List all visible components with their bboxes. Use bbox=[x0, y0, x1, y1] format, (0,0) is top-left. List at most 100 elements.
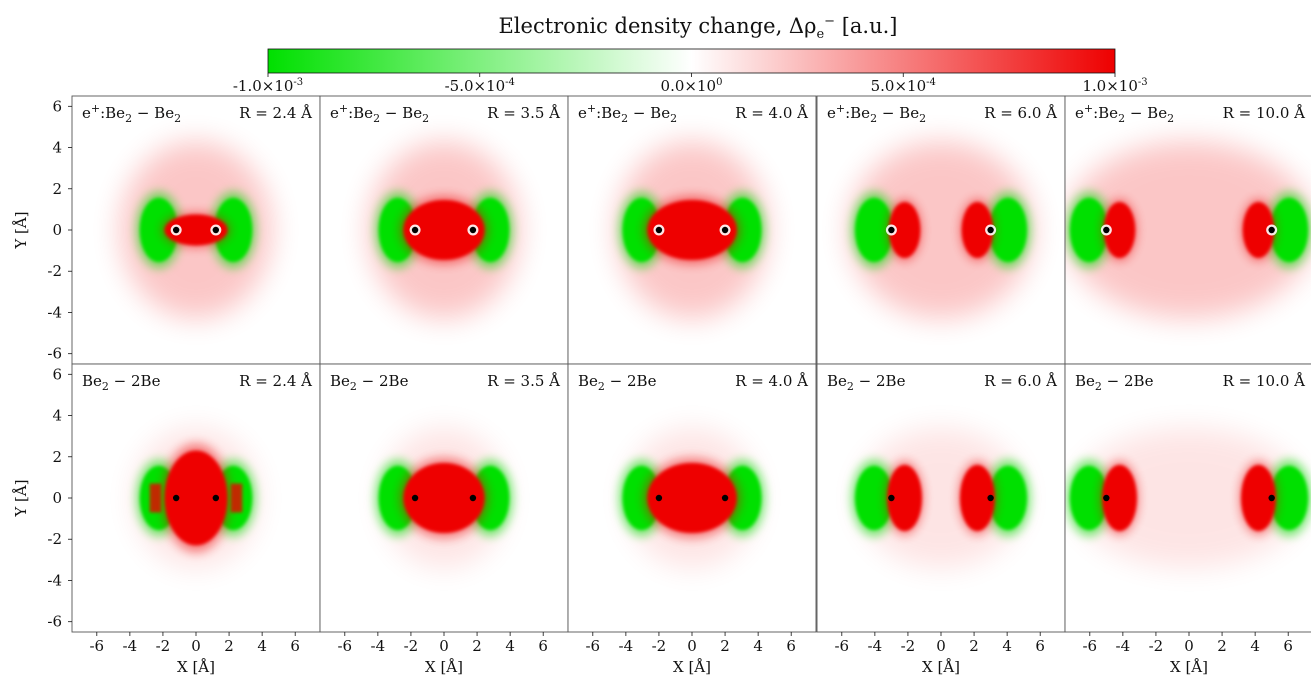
atom-marker bbox=[469, 494, 477, 502]
x-tick-label: 2 bbox=[720, 637, 730, 655]
accumulation-region bbox=[164, 214, 228, 246]
x-tick-label: 2 bbox=[1217, 637, 1227, 655]
panel-system-label: Be2 − 2Be bbox=[330, 372, 409, 393]
x-axis-label: X [Å] bbox=[177, 658, 215, 676]
y-tick-label: -2 bbox=[47, 262, 62, 280]
y-tick-label: 6 bbox=[52, 365, 62, 383]
y-tick-label: -2 bbox=[47, 530, 62, 548]
atom-marker bbox=[888, 494, 895, 502]
colorbar-tick-label: 1.0×10-3 bbox=[1082, 77, 1147, 95]
accumulation-region bbox=[403, 200, 485, 260]
accumulation-region bbox=[1103, 202, 1136, 258]
atom-marker bbox=[1103, 494, 1110, 502]
y-tick-label: -4 bbox=[47, 571, 62, 589]
colorbar-tick-label: 5.0×10-4 bbox=[871, 77, 936, 95]
accumulation-region bbox=[887, 465, 922, 531]
x-tick-label: -2 bbox=[901, 637, 916, 655]
depletion-lobe bbox=[214, 198, 253, 262]
x-tick-label: 6 bbox=[290, 637, 300, 655]
colorbar-title: Electronic density change, Δρe− [a.u.] bbox=[498, 14, 897, 42]
axes: -6 -4 -2 0 2 4 6 Y [Å] -6 -4 -2 0 2 4 6 Y [Å] -6 -4 -2 0 2 4 6… bbox=[12, 97, 1293, 676]
colorbar-tick-label: -1.0×10-3 bbox=[233, 77, 303, 95]
atom-marker bbox=[172, 494, 180, 502]
colorbar bbox=[267, 48, 1116, 74]
x-axis-label: X [Å] bbox=[673, 658, 711, 676]
panel-R-label: R = 6.0 Å bbox=[984, 372, 1057, 390]
panel-system-label: Be2 − 2Be bbox=[82, 372, 161, 393]
atom-marker bbox=[1268, 494, 1275, 502]
depletion-lobe bbox=[988, 198, 1027, 262]
atom-marker bbox=[212, 226, 220, 234]
accumulation-region bbox=[1242, 202, 1275, 258]
x-tick-label: 4 bbox=[1002, 637, 1012, 655]
density-halo bbox=[1073, 427, 1305, 569]
y-tick-label: 2 bbox=[52, 448, 62, 466]
colorbar-tick-label: -5.0×10-4 bbox=[445, 77, 515, 95]
panel-system-label: e+:Be2 − Be2 bbox=[330, 102, 429, 125]
panel-R-label: R = 4.0 Å bbox=[735, 104, 808, 122]
x-tick-label: -6 bbox=[337, 637, 352, 655]
depletion-lobe bbox=[1270, 198, 1309, 262]
accumulation-region bbox=[647, 462, 737, 534]
depletion-lobe bbox=[855, 466, 894, 530]
panel-system-label: Be2 − 2Be bbox=[578, 372, 657, 393]
atom-marker bbox=[721, 494, 729, 502]
colorbar-tick-label: 0.0×100 bbox=[661, 77, 723, 95]
y-tick-label: 0 bbox=[52, 489, 62, 507]
depletion-lobe bbox=[988, 466, 1027, 530]
y-axis-label: Y [Å] bbox=[12, 211, 30, 249]
y-tick-label: -6 bbox=[47, 345, 62, 363]
density-panel: Be2 − 2Be R = 2.4 Å bbox=[71, 363, 321, 633]
x-tick-label: 4 bbox=[1250, 637, 1260, 655]
density-halo bbox=[1065, 141, 1311, 319]
atom-marker bbox=[987, 494, 994, 502]
panel-R-label: R = 10.0 Å bbox=[1223, 104, 1306, 122]
panel-system-label: e+:Be2 − Be2 bbox=[82, 102, 181, 125]
density-halo bbox=[848, 141, 1034, 319]
x-axis-label: X [Å] bbox=[922, 658, 960, 676]
x-tick-label: 6 bbox=[786, 637, 796, 655]
depletion-lobe bbox=[139, 198, 178, 262]
x-tick-label: 0 bbox=[191, 637, 201, 655]
panel-system-label: e+:Be2 − Be2 bbox=[578, 102, 677, 125]
accumulation-region bbox=[647, 200, 737, 260]
atom-marker bbox=[1268, 226, 1275, 234]
accumulation-region bbox=[961, 202, 994, 258]
x-tick-label: -6 bbox=[585, 637, 600, 655]
accumulation-region bbox=[230, 483, 243, 513]
panel-system-label: e+:Be2 − Be2 bbox=[1075, 102, 1174, 125]
panel-grid: e+:Be2 − Be2 R = 2.4 Å e+:Be2 − Be2 R = 3.5… bbox=[71, 95, 1311, 633]
x-tick-label: 6 bbox=[1035, 637, 1045, 655]
panel-R-label: R = 4.0 Å bbox=[735, 372, 808, 390]
x-axis-label: X [Å] bbox=[425, 658, 463, 676]
x-tick-label: -4 bbox=[123, 637, 138, 655]
panel-R-label: R = 2.4 Å bbox=[239, 372, 312, 390]
density-panel: Be2 − 2Be R = 3.5 Å bbox=[319, 363, 569, 633]
atom-marker bbox=[987, 226, 994, 234]
y-tick-label: 4 bbox=[52, 139, 62, 157]
x-tick-label: -4 bbox=[1116, 637, 1131, 655]
depletion-lobe bbox=[1270, 466, 1309, 530]
panel-R-label: R = 10.0 Å bbox=[1223, 372, 1306, 390]
panel-R-label: R = 6.0 Å bbox=[984, 104, 1057, 122]
panel-system-label: Be2 − 2Be bbox=[827, 372, 906, 393]
density-panel: e+:Be2 − Be2 R = 10.0 Å bbox=[1064, 95, 1311, 365]
x-tick-label: 4 bbox=[753, 637, 763, 655]
x-tick-label: 2 bbox=[224, 637, 234, 655]
panel-system-label: e+:Be2 − Be2 bbox=[827, 102, 926, 125]
density-panel: e+:Be2 − Be2 R = 3.5 Å bbox=[319, 95, 569, 365]
density-panel: e+:Be2 − Be2 R = 4.0 Å bbox=[567, 95, 817, 365]
accumulation-region bbox=[403, 462, 485, 534]
atom-marker bbox=[1103, 226, 1110, 234]
x-tick-label: -4 bbox=[371, 637, 386, 655]
x-tick-label: -2 bbox=[156, 637, 171, 655]
depletion-lobe bbox=[855, 198, 894, 262]
x-tick-label: -2 bbox=[404, 637, 419, 655]
depletion-lobe bbox=[1069, 198, 1108, 262]
atom-marker bbox=[411, 226, 419, 234]
x-tick-label: 4 bbox=[257, 637, 267, 655]
y-tick-label: -4 bbox=[47, 303, 62, 321]
panel-R-label: R = 3.5 Å bbox=[487, 372, 560, 390]
atom-marker bbox=[655, 226, 663, 234]
